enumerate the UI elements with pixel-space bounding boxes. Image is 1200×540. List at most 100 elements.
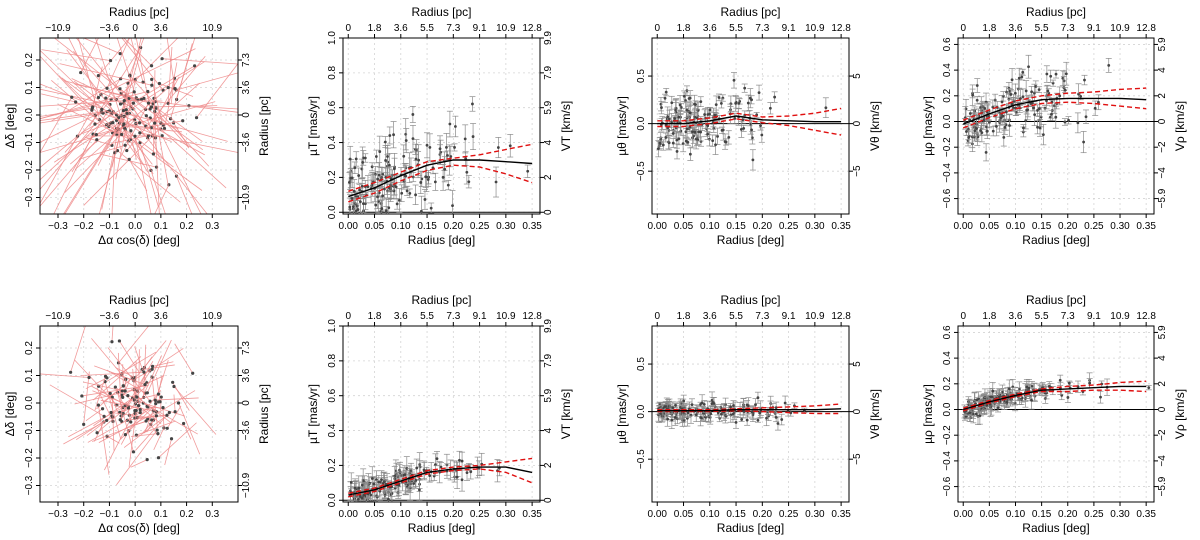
data-point <box>404 139 408 142</box>
top-tick-label: 1.8 <box>677 23 691 34</box>
data-point <box>387 497 390 501</box>
top-tick-label: 10.9 <box>203 23 223 34</box>
data-point <box>732 78 736 82</box>
right-tick-label: −10.9 <box>241 184 252 210</box>
top-tick-label: 12.8 <box>831 23 851 34</box>
data-point <box>460 459 464 463</box>
pm-vector <box>106 38 130 89</box>
star-point <box>117 339 122 343</box>
data-point <box>419 209 423 213</box>
data-point <box>1017 76 1021 80</box>
pm-vector <box>82 38 121 55</box>
pm-vector <box>130 38 144 83</box>
x-tick-label: 0.1 <box>154 221 168 232</box>
data-point <box>697 130 701 134</box>
y-tick-label: −0.3 <box>24 187 35 207</box>
pm-vector <box>91 385 129 407</box>
data-point <box>750 98 754 102</box>
data-point <box>358 188 361 192</box>
pm-vector <box>173 386 217 435</box>
star-point <box>156 432 160 436</box>
data-point <box>395 202 399 206</box>
data-point <box>1034 85 1038 88</box>
star-point <box>133 134 137 138</box>
data-point <box>356 497 360 501</box>
y-axis-label: µT [mas/yr] <box>306 96 320 156</box>
star-point <box>126 394 130 398</box>
x-tick-label: 0.2 <box>180 221 194 232</box>
ci-lower-line <box>657 118 842 136</box>
x-tick-label: 0.05 <box>365 509 385 520</box>
pm-vector <box>59 63 152 86</box>
data-point <box>760 133 764 137</box>
pm-vector <box>134 414 169 419</box>
pm-vector <box>153 427 165 451</box>
data-point <box>460 478 464 482</box>
data-point <box>733 116 737 120</box>
data-point <box>694 413 698 417</box>
data-point <box>783 401 787 405</box>
right-tick-label: 7.3 <box>241 341 252 355</box>
data-point <box>661 143 665 147</box>
data-point <box>441 175 445 179</box>
right-axis-label: VT [km/s] <box>559 389 573 439</box>
ci-upper-line <box>657 403 842 411</box>
plot-area <box>652 72 849 171</box>
x-axis-label: Radius [deg] <box>408 521 475 535</box>
data-point <box>708 137 711 141</box>
y-tick-label: −0.1 <box>24 132 35 152</box>
data-point <box>1047 384 1051 388</box>
data-point <box>985 129 989 133</box>
data-point <box>729 405 732 409</box>
data-point <box>415 466 419 470</box>
top-tick-label: 9.1 <box>473 311 487 322</box>
data-point <box>656 147 660 151</box>
y-tick-label: 0.0 <box>636 404 647 418</box>
data-point <box>679 106 683 109</box>
top-tick-label: 9.1 <box>782 311 796 322</box>
pm-vector <box>68 38 99 98</box>
data-point <box>354 157 358 161</box>
data-point <box>984 150 988 154</box>
pm-vector <box>167 46 173 104</box>
plot-frame <box>39 325 239 503</box>
data-point <box>716 134 719 138</box>
data-point <box>434 463 437 467</box>
star-point <box>138 411 142 415</box>
pm-vector <box>88 112 122 135</box>
pm-vector <box>158 375 163 395</box>
data-point <box>353 166 357 170</box>
data-point <box>361 156 365 160</box>
y-tick-label: −0.2 <box>24 160 35 180</box>
data-point <box>361 202 365 206</box>
data-point <box>374 203 378 207</box>
top-tick-label: 10.9 <box>1110 23 1130 34</box>
pm-vector <box>120 93 227 189</box>
panel-murho-top: 0.00 0.05 0.10 0.15 0.20 0.25 0.30 0.35−0.6−0.4… <box>921 5 1187 247</box>
data-point <box>405 189 409 193</box>
panel-vec-bot: −0.3 −0.2 −0.1 0.0 0.1 0.2 0.3 −0.3 −0.2 −0.1 0.0 0… <box>3 293 271 535</box>
top-tick-label: 12.8 <box>1136 311 1156 322</box>
right-tick-label: 4 <box>543 427 554 433</box>
pm-vector <box>92 420 147 442</box>
x-tick-label: 0.05 <box>980 509 1000 520</box>
pm-vector <box>135 123 208 214</box>
y-tick-label: 0.2 <box>24 341 35 355</box>
star-point <box>127 157 131 161</box>
pm-vector <box>40 109 93 205</box>
right-tick-label: −5 <box>852 453 863 465</box>
x-tick-label: 0.20 <box>1058 509 1078 520</box>
data-point <box>984 100 988 104</box>
y-tick-label: 0.4 <box>942 63 953 77</box>
pm-vector <box>119 88 204 151</box>
top-tick-label: 12.8 <box>831 311 851 322</box>
y-tick-label: −0.4 <box>942 451 953 471</box>
data-point <box>968 411 971 415</box>
x-tick-label: 0.15 <box>1032 509 1052 520</box>
star-point <box>123 433 127 437</box>
pm-vector <box>87 412 141 443</box>
data-point <box>377 480 381 484</box>
top-tick-label: 7.3 <box>1061 311 1075 322</box>
data-point <box>383 187 386 191</box>
data-point <box>1063 120 1067 124</box>
